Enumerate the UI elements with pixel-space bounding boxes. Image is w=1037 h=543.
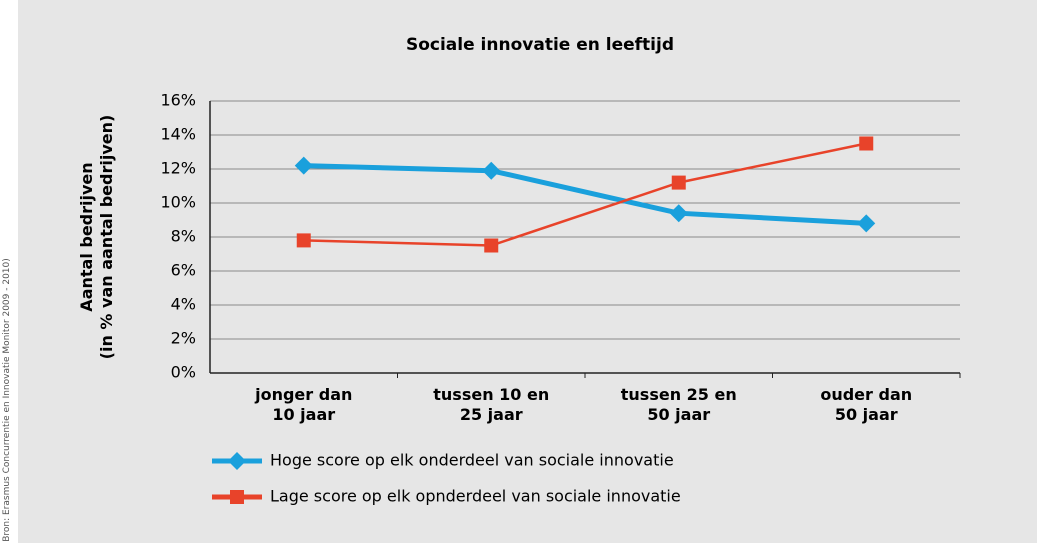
series-line bbox=[303, 163, 867, 226]
legend-marker bbox=[230, 490, 244, 504]
y-tick-label: 0% bbox=[171, 363, 196, 382]
y-tick-label: 6% bbox=[171, 261, 196, 280]
marker bbox=[294, 156, 313, 175]
y-tick-label: 2% bbox=[171, 329, 196, 348]
legend-label: Hoge score op elk onderdeel van sociale … bbox=[270, 451, 674, 470]
marker bbox=[484, 238, 499, 253]
x-tick-label: tussen 25 en 50 jaar bbox=[620, 385, 737, 424]
marker bbox=[671, 175, 686, 190]
marker bbox=[857, 214, 876, 233]
y-axis-label: Aantal bedrijven (in % van aantal bedrij… bbox=[77, 114, 116, 360]
marker bbox=[859, 136, 874, 151]
y-tick-label: 4% bbox=[171, 295, 196, 314]
legend-label: Lage score op elk opnderdeel van sociale… bbox=[270, 487, 681, 506]
chart-title: Sociale innovatie en leeftijd bbox=[406, 35, 674, 55]
series-line bbox=[303, 142, 867, 247]
y-tick-label: 12% bbox=[160, 159, 196, 178]
x-tick-label: jonger dan 10 jaar bbox=[255, 385, 353, 424]
marker bbox=[482, 161, 501, 180]
x-tick-label: ouder dan 50 jaar bbox=[820, 385, 913, 424]
y-tick-label: 8% bbox=[171, 227, 196, 246]
marker bbox=[296, 233, 311, 248]
y-tick-label: 14% bbox=[160, 125, 196, 144]
x-tick-label: tussen 10 en 25 jaar bbox=[433, 385, 550, 424]
marker bbox=[669, 204, 688, 223]
legend-marker bbox=[228, 452, 246, 470]
y-tick-label: 10% bbox=[160, 193, 196, 212]
y-tick-label: 16% bbox=[160, 91, 196, 110]
